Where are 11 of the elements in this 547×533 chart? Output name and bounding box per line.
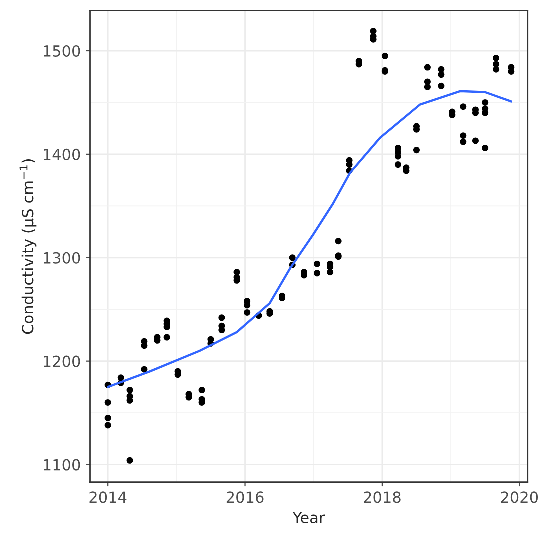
y-axis-title: Conductivity (µS cm$^{−1}$) bbox=[20, 160, 37, 334]
x-tick-label: 2014 bbox=[90, 492, 127, 504]
y-tick-label: 1500 bbox=[44, 45, 80, 58]
x-axis-title: Year bbox=[292, 512, 326, 524]
y-tick-label: 1300 bbox=[44, 252, 80, 264]
y-tick-label: 1100 bbox=[44, 459, 80, 471]
y-tick-label: 1400 bbox=[44, 148, 80, 160]
x-tick-label: 2020 bbox=[501, 492, 538, 504]
x-tick-label: 2016 bbox=[226, 492, 264, 504]
y-tick-label: 1200 bbox=[44, 356, 80, 368]
x-tick-label: 2018 bbox=[364, 492, 401, 504]
